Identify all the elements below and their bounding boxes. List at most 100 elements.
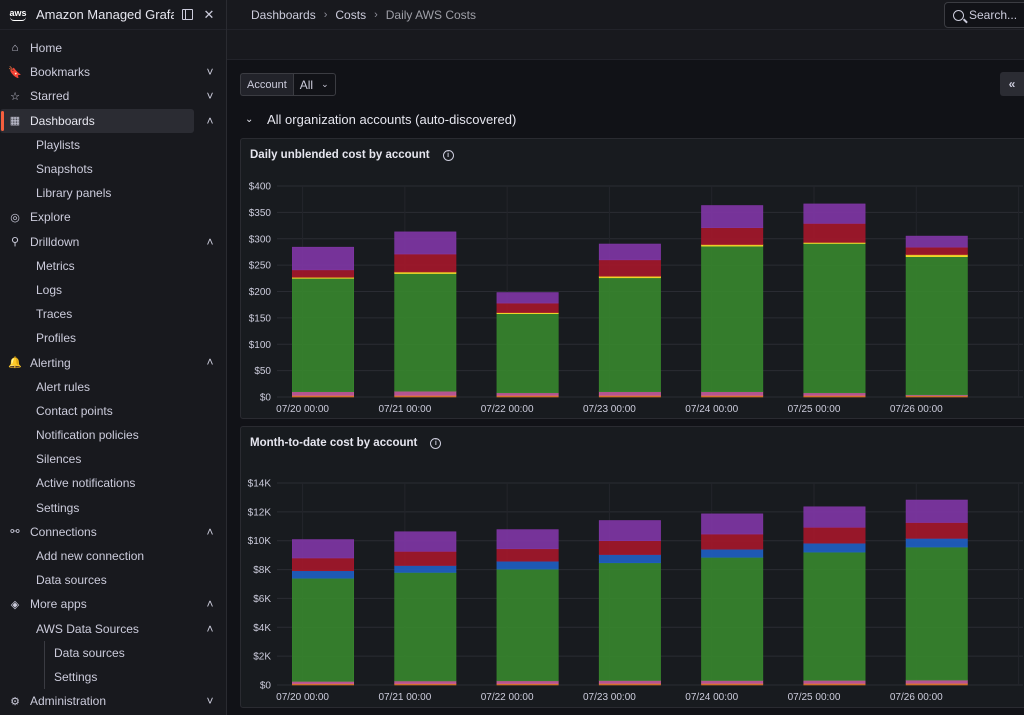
bar-segment[interactable] (292, 246, 355, 271)
collapse-controls-button[interactable]: « (1000, 72, 1024, 96)
breadcrumb-costs[interactable]: Costs (335, 7, 367, 22)
bar-segment[interactable] (496, 302, 559, 313)
bar-segment[interactable] (496, 292, 559, 304)
bar-segment[interactable] (701, 680, 764, 684)
bar-segment[interactable] (905, 546, 968, 681)
sidebar-item-active-notifications[interactable]: Active notifications (0, 471, 194, 495)
sidebar-item-settings[interactable]: Settings (0, 665, 194, 689)
sidebar-item-data-sources[interactable]: Data sources (0, 641, 194, 665)
chevron-up-icon[interactable]: ˄ (206, 621, 214, 636)
bar-segment[interactable] (394, 253, 457, 273)
bar-segment[interactable] (803, 223, 866, 243)
sidebar-item-starred[interactable]: ☆ Starred ˅ (0, 84, 213, 108)
sidebar-item-notification-policies[interactable]: Notification policies (0, 423, 194, 447)
info-icon[interactable]: i (442, 149, 454, 161)
bar-segment[interactable] (394, 680, 457, 684)
bar-segment[interactable] (803, 506, 866, 528)
bar-segment[interactable] (496, 529, 559, 550)
row-header[interactable]: ⌄ All organization accounts (auto-discov… (245, 112, 516, 127)
bar-segment[interactable] (598, 554, 661, 564)
info-icon[interactable]: i (430, 437, 442, 449)
bar-segment[interactable] (905, 679, 968, 684)
chevron-down-icon[interactable]: ˅ (206, 89, 214, 104)
sidebar-item-traces[interactable]: Traces (0, 302, 194, 326)
bar-segment[interactable] (803, 542, 866, 553)
bar-segment[interactable] (905, 538, 968, 548)
search-input[interactable]: Search... (944, 2, 1024, 28)
sidebar-item-settings[interactable]: Settings (0, 496, 194, 520)
bar-segment[interactable] (803, 526, 866, 544)
bar-segment[interactable] (394, 551, 457, 566)
bar-segment[interactable] (905, 254, 968, 257)
panel-header[interactable]: Daily unblended cost by account i (250, 149, 454, 161)
bar-segment[interactable] (496, 392, 559, 396)
bar-segment[interactable] (292, 577, 355, 682)
chevron-up-icon[interactable]: ˄ (206, 355, 214, 370)
bar-segment[interactable] (394, 231, 457, 255)
chevron-down-icon[interactable]: ˅ (206, 694, 214, 709)
bar-segment[interactable] (701, 245, 764, 393)
bar-segment[interactable] (394, 565, 457, 573)
sidebar-item-library-panels[interactable]: Library panels (0, 181, 194, 205)
sidebar-item-drilldown[interactable]: ⚲ Drilldown ˄ (0, 230, 214, 254)
bar-segment[interactable] (701, 391, 764, 396)
sidebar-item-alert-rules[interactable]: Alert rules (0, 375, 194, 399)
chevron-up-icon[interactable]: ˄ (206, 597, 214, 612)
sidebar-item-aws-data-sources[interactable]: AWS Data Sources ˄ (0, 617, 214, 641)
sidebar-item-add-new-connection[interactable]: Add new connection (0, 544, 194, 568)
bar-segment[interactable] (598, 562, 661, 681)
sidebar-item-playlists[interactable]: Playlists (0, 133, 194, 157)
bar-segment[interactable] (905, 256, 968, 396)
bar-segment[interactable] (803, 203, 866, 224)
bar-segment[interactable] (598, 243, 661, 261)
bar-segment[interactable] (803, 680, 866, 684)
sidebar-item-profiles[interactable]: Profiles (0, 326, 194, 350)
bar-segment[interactable] (394, 572, 457, 682)
sidebar-item-alerting[interactable]: 🔔 Alerting ˄ (0, 350, 213, 374)
bar-segment[interactable] (701, 513, 764, 535)
chevron-up-icon[interactable]: ˄ (206, 524, 214, 539)
sidebar-item-administration[interactable]: ⚙ Administration ˅ (0, 689, 213, 713)
bar-segment[interactable] (598, 540, 661, 555)
sidebar-item-logs[interactable]: Logs (0, 278, 194, 302)
close-menu-button[interactable]: ✕ (200, 6, 218, 24)
bar-segment[interactable] (701, 557, 764, 681)
bar-segment[interactable] (496, 560, 559, 570)
bar-segment[interactable] (803, 392, 866, 396)
dock-menu-button[interactable] (178, 6, 196, 24)
bar-segment[interactable] (292, 269, 355, 278)
bar-segment[interactable] (394, 390, 457, 396)
sidebar-item-silences[interactable]: Silences (0, 447, 194, 471)
chevron-up-icon[interactable]: ˄ (206, 113, 214, 128)
bar-segment[interactable] (701, 227, 764, 245)
bar-segment[interactable] (292, 557, 355, 572)
sidebar-item-more-apps[interactable]: ◈ More apps ˄ (0, 592, 214, 616)
bar-segment[interactable] (496, 568, 559, 682)
bar-segment[interactable] (598, 680, 661, 684)
bar-segment[interactable] (394, 273, 457, 392)
bar-segment[interactable] (905, 235, 968, 248)
bar-segment[interactable] (496, 548, 559, 562)
sidebar-item-explore[interactable]: ◎ Explore (0, 205, 194, 229)
bar-segment[interactable] (292, 391, 355, 396)
sidebar-item-connections[interactable]: ⚯ Connections ˄ (0, 520, 213, 544)
bar-segment[interactable] (701, 205, 764, 228)
chevron-up-icon[interactable]: ˄ (206, 234, 214, 249)
bar-segment[interactable] (701, 548, 764, 558)
sidebar-item-metrics[interactable]: Metrics (0, 254, 194, 278)
breadcrumb-dashboards[interactable]: Dashboards (251, 7, 316, 22)
chevron-down-icon[interactable]: ˅ (206, 65, 214, 80)
bar-segment[interactable] (394, 531, 457, 552)
sidebar-item-data-sources[interactable]: Data sources (0, 568, 194, 592)
bar-segment[interactable] (292, 539, 355, 559)
bar-segment[interactable] (598, 520, 661, 542)
bar-segment[interactable] (905, 246, 968, 255)
bar-segment[interactable] (598, 259, 661, 277)
bar-segment[interactable] (701, 533, 764, 550)
account-select[interactable]: All ⌄ (292, 73, 336, 96)
sidebar-item-dashboards[interactable]: ▦ Dashboards ˄ (0, 108, 214, 133)
sidebar-item-contact-points[interactable]: Contact points (0, 399, 194, 423)
sidebar-item-bookmarks[interactable]: 🔖 Bookmarks ˅ (0, 60, 213, 84)
bar-segment[interactable] (292, 278, 355, 393)
bar-segment[interactable] (598, 391, 661, 396)
